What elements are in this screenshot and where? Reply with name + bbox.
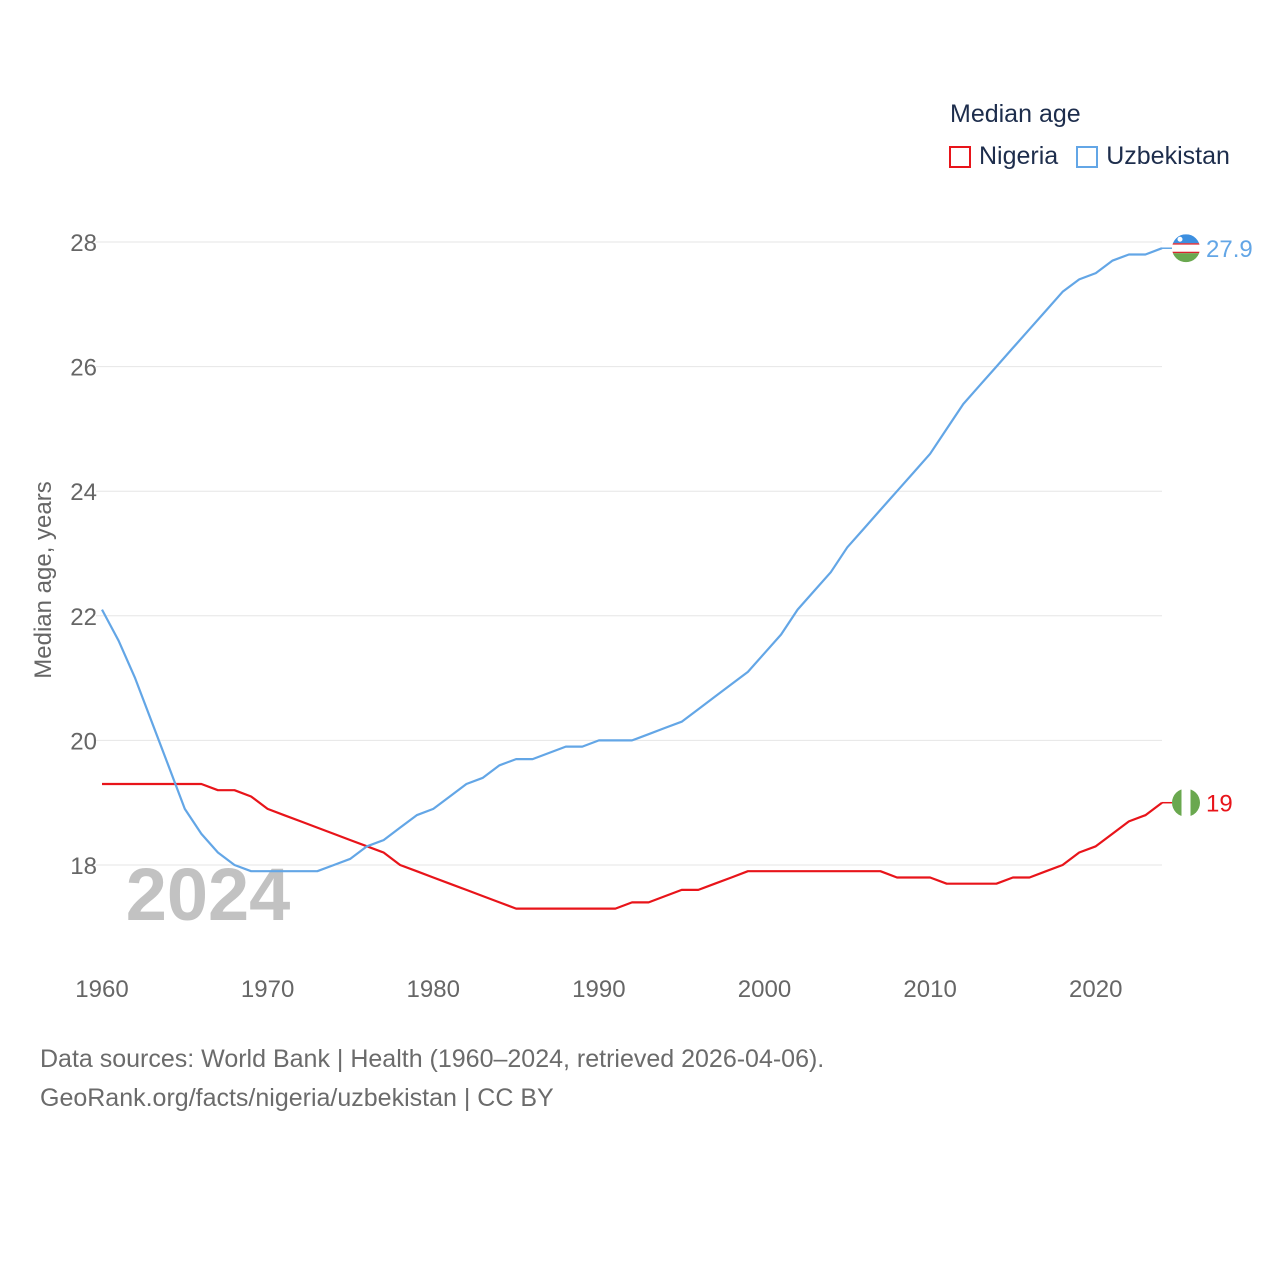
y-tick-label: 18 bbox=[70, 853, 97, 880]
y-axis-label: Median age, years bbox=[30, 481, 57, 678]
y-tick-label: 22 bbox=[70, 604, 97, 631]
end-value-label-uzbekistan: 27.9 bbox=[1206, 236, 1253, 263]
y-tick-label: 24 bbox=[70, 479, 97, 506]
legend-swatch-uzbekistan bbox=[1076, 145, 1099, 168]
uzbekistan-flag-icon bbox=[1172, 234, 1200, 263]
x-tick-label: 2010 bbox=[903, 976, 956, 1003]
y-tick-label: 26 bbox=[70, 355, 97, 382]
year-watermark: 2024 bbox=[126, 853, 291, 936]
end-value-label-nigeria: 19 bbox=[1206, 791, 1233, 818]
x-tick-label: 2000 bbox=[738, 976, 791, 1003]
legend-title: Median age bbox=[950, 100, 1081, 128]
legend-swatch-nigeria bbox=[949, 145, 971, 168]
x-tick-label: 1980 bbox=[407, 976, 460, 1003]
legend-label-uzbekistan: Uzbekistan bbox=[1106, 142, 1230, 170]
legend-label-nigeria: Nigeria bbox=[979, 142, 1059, 170]
footer-sources: Data sources: World Bank | Health (1960–… bbox=[40, 1045, 825, 1073]
legend-item-uzbekistan[interactable]: Uzbekistan bbox=[1076, 142, 1230, 171]
y-axis-tick-labels: 18 20 22 24 26 28 bbox=[70, 230, 97, 880]
series-end-markers: 19 27.9 bbox=[1162, 234, 1253, 818]
series-lines bbox=[101, 247, 1163, 910]
footer-link[interactable]: GeoRank.org/facts/nigeria/uzbekistan | C… bbox=[40, 1084, 554, 1112]
series-line-nigeria[interactable] bbox=[102, 782, 1163, 910]
legend-item-nigeria[interactable]: Nigeria bbox=[949, 142, 1058, 171]
grid-lines bbox=[96, 241, 1162, 866]
x-axis-tick-labels: 1960 1970 1980 1990 2000 2010 2020 bbox=[75, 976, 1122, 1003]
y-tick-label: 28 bbox=[70, 230, 97, 257]
x-tick-label: 2020 bbox=[1069, 976, 1122, 1003]
legend: Nigeria Uzbekistan bbox=[949, 142, 1248, 171]
x-tick-label: 1990 bbox=[572, 976, 625, 1003]
nigeria-flag-icon bbox=[1172, 788, 1200, 817]
x-tick-label: 1970 bbox=[241, 976, 294, 1003]
y-tick-label: 20 bbox=[70, 728, 97, 755]
series-line-uzbekistan[interactable] bbox=[101, 247, 1163, 873]
x-tick-label: 1960 bbox=[75, 976, 128, 1003]
